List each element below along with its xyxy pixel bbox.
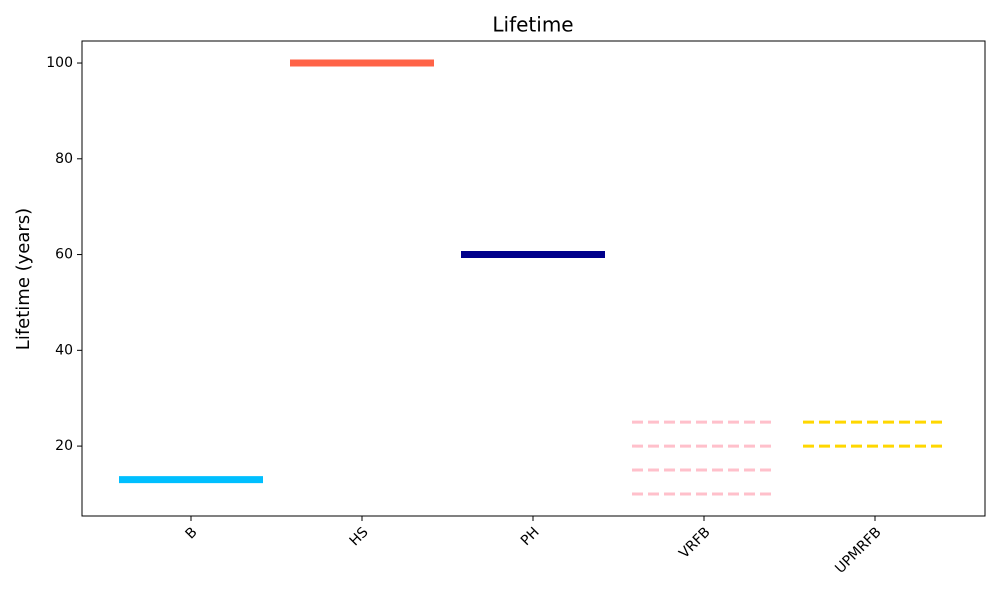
x-tick-label: UPMRFB: [832, 524, 884, 576]
y-tick-label: 20: [55, 438, 73, 454]
y-tick-label: 100: [46, 55, 73, 71]
x-tick-label: PH: [518, 524, 543, 549]
y-axis-label: Lifetime (years): [13, 208, 34, 350]
x-tick-label: B: [183, 524, 201, 542]
y-tick-label: 60: [55, 247, 73, 263]
y-tick-label: 40: [55, 342, 73, 358]
x-tick-label: HS: [347, 524, 372, 549]
plot-frame: [81, 40, 986, 517]
chart-title: Lifetime: [492, 13, 573, 37]
x-tick-label: VRFB: [676, 524, 713, 561]
y-tick-label: 80: [55, 151, 73, 167]
